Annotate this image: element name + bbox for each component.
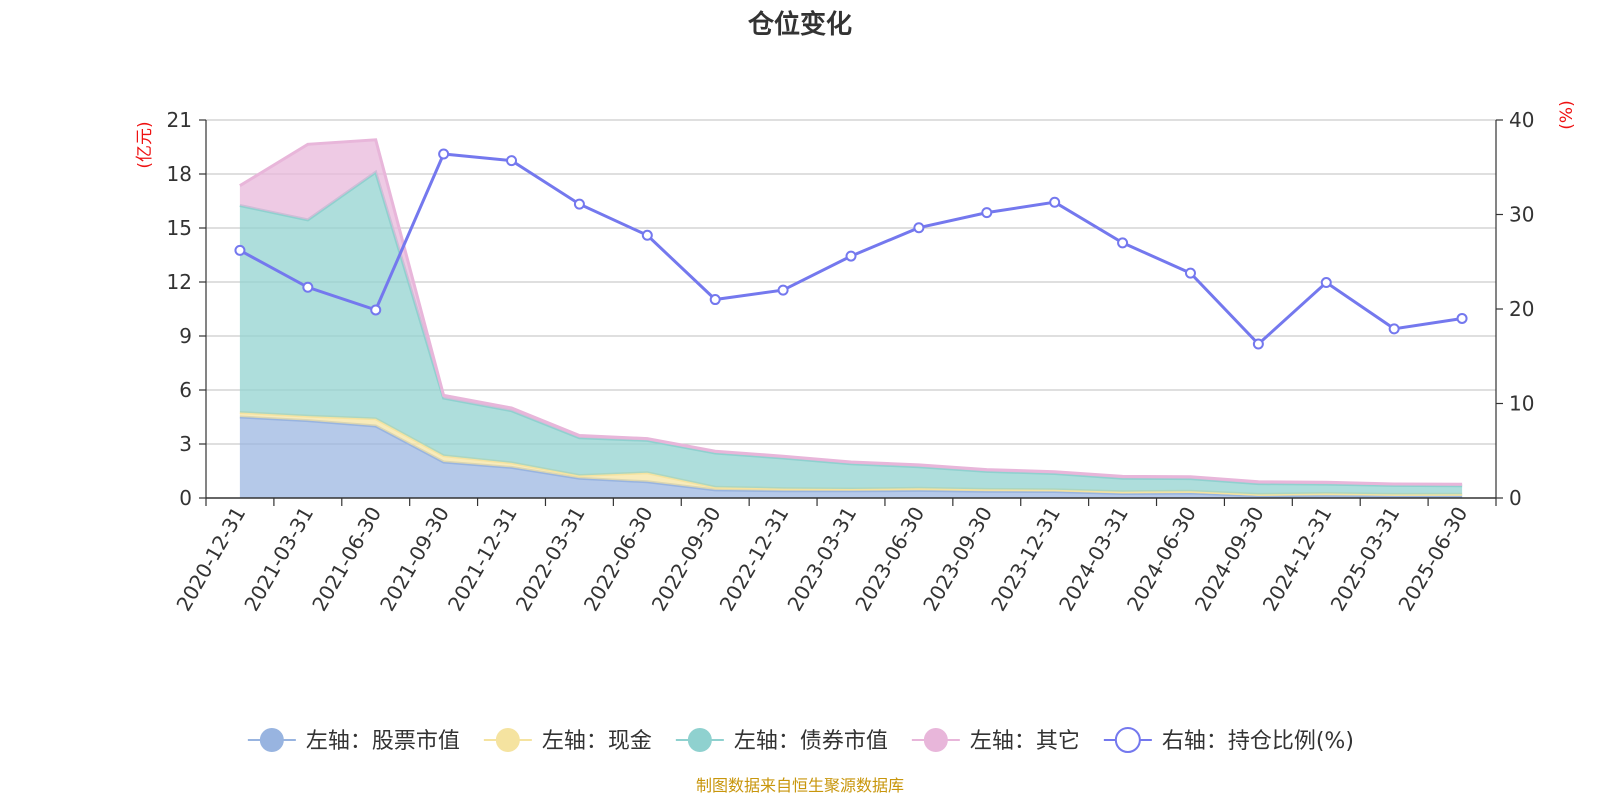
position-ratio-point: [1320, 277, 1332, 289]
position-ratio-point: [777, 284, 789, 296]
x-axis-tick-label: 2024-06-30: [1122, 503, 1201, 616]
legend-circle-icon: [1114, 727, 1141, 753]
position-ratio-point: [1117, 237, 1129, 249]
legend-item: 右轴：持仓比例(%): [1103, 727, 1354, 754]
legend-circle-icon: [923, 728, 948, 752]
area-左轴：现金: [239, 412, 1463, 496]
position-ratio-point: [1456, 312, 1468, 324]
right-axis-tick-label: 40: [1509, 108, 1534, 132]
x-axis-tick-label: 2023-09-30: [918, 503, 997, 616]
x-axis-tick-label: 2024-09-30: [1190, 503, 1269, 616]
x-axis-tick-label: 2025-06-30: [1393, 503, 1472, 616]
x-axis-tick-label: 2023-03-31: [782, 503, 861, 616]
x-axis-tick-label: 2022-12-31: [715, 503, 794, 616]
left-axis-unit: (亿元): [135, 121, 155, 168]
position-ratio-point: [709, 294, 721, 306]
position-ratio-point: [913, 222, 925, 234]
left-axis-tick-label: 9: [179, 324, 192, 348]
legend-circle-icon: [495, 728, 520, 752]
position-ratio-point: [1388, 323, 1400, 335]
legend-item: 左轴：债券市值: [675, 728, 888, 754]
x-axis-tick-label: 2022-06-30: [579, 503, 658, 616]
right-axis-tick-label: 30: [1509, 203, 1534, 227]
x-axis-tick-label: 2021-03-31: [239, 503, 318, 616]
left-axis-tick-label: 3: [179, 432, 192, 456]
x-axis-tick-label: 2022-03-31: [511, 503, 590, 616]
data-source-note: 制图数据来自恒生聚源数据库: [696, 776, 904, 795]
x-axis-tick-label: 2022-09-30: [647, 503, 726, 616]
left-axis-tick-label: 15: [167, 216, 192, 240]
x-axis-tick-label: 2023-12-31: [986, 503, 1065, 616]
legend: 左轴：股票市值 左轴：现金 左轴：债券市值 左轴：其它 右轴：持仓比例(%): [247, 727, 1354, 754]
legend-label: 左轴：股票市值: [306, 729, 460, 754]
left-axis-tick-label: 6: [179, 378, 192, 402]
left-axis-tick-label: 18: [167, 162, 192, 186]
legend-label: 左轴：其它: [970, 729, 1080, 754]
position-ratio-point: [302, 281, 314, 293]
x-axis-tick-label: 2025-03-31: [1326, 503, 1405, 616]
area-edge-左轴：其它: [239, 138, 1463, 486]
position-ratio-point: [573, 198, 585, 210]
position-ratio-point: [506, 155, 518, 167]
area-左轴：债券市值: [239, 172, 1463, 495]
stacked-areas: [239, 138, 1463, 498]
position-ratio-line-group: [234, 148, 1468, 350]
position-ratio-point: [1184, 267, 1196, 279]
x-axis-tick-label: 2021-12-31: [443, 503, 522, 616]
position-ratio-point: [1049, 196, 1061, 208]
position-ratio-point: [370, 304, 382, 316]
x-axis-tick-label: 2023-06-30: [850, 503, 929, 616]
legend-circle-icon: [259, 728, 284, 752]
area-左轴：其它: [239, 139, 1463, 486]
area-左轴：股票市值: [239, 417, 1463, 498]
position-ratio-point: [845, 250, 857, 262]
legend-label: 右轴：持仓比例(%): [1162, 729, 1354, 754]
x-axis-tick-label: 2024-03-31: [1054, 503, 1133, 616]
left-axis-tick-label: 21: [167, 108, 192, 132]
legend-item: 左轴：现金: [483, 728, 652, 754]
x-axis-tick-label: 2021-09-30: [375, 503, 454, 616]
position-ratio-point: [981, 207, 993, 219]
right-axis-unit: (%): [1557, 100, 1577, 129]
legend-item: 左轴：其它: [911, 728, 1080, 754]
chart-title: 仓位变化: [747, 9, 852, 40]
right-axis-tick-label: 0: [1509, 486, 1522, 510]
right-axis-tick-label: 20: [1509, 297, 1534, 321]
x-axis-tick-label: 2020-12-31: [171, 503, 250, 616]
position-ratio-point: [1252, 338, 1264, 350]
left-axis-tick-label: 0: [179, 486, 192, 510]
legend-circle-icon: [687, 728, 712, 752]
position-ratio-point: [438, 148, 450, 160]
left-axis-tick-label: 12: [167, 270, 192, 294]
x-axis-tick-label: 2021-06-30: [307, 503, 386, 616]
legend-item: 左轴：股票市值: [247, 728, 460, 754]
legend-label: 左轴：债券市值: [734, 729, 888, 754]
legend-label: 左轴：现金: [542, 729, 652, 754]
position-ratio-point: [641, 229, 653, 241]
right-axis-tick-label: 10: [1509, 392, 1534, 416]
position-ratio-point: [234, 244, 246, 256]
x-axis-tick-label: 2024-12-31: [1258, 503, 1337, 616]
